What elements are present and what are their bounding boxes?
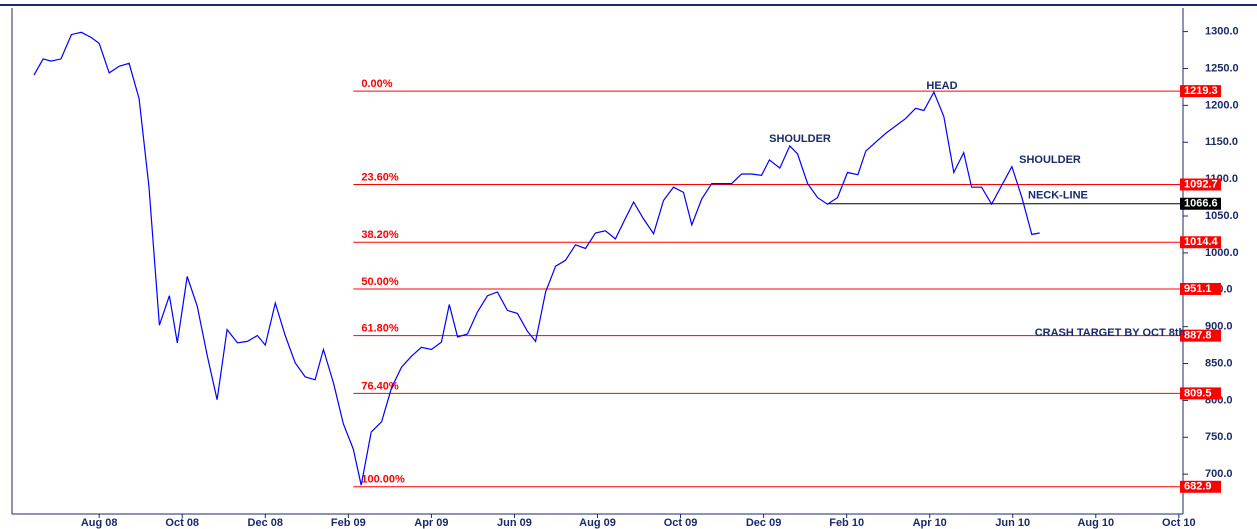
x-tick-label: Aug 09 <box>579 517 616 529</box>
fib-value: 887.8 <box>1184 330 1212 342</box>
y-tick-label: 1000.0 <box>1205 247 1239 259</box>
fib-value-box <box>1180 85 1221 98</box>
x-tick-label: Apr 10 <box>913 517 947 529</box>
x-tick-label: Aug 10 <box>1077 517 1114 529</box>
x-tick-label: Apr 09 <box>414 517 448 529</box>
fib-label: 0.00% <box>361 78 392 90</box>
fib-value: 682.9 <box>1184 481 1212 493</box>
fib-label: 38.20% <box>361 229 399 241</box>
fib-value-box <box>1180 480 1221 493</box>
fib-value: 809.5 <box>1184 387 1212 399</box>
y-tick-label: 750.0 <box>1205 431 1233 443</box>
x-tick-label: Feb 09 <box>331 517 366 529</box>
y-tick-label: 850.0 <box>1205 357 1233 369</box>
fib-value: 1014.4 <box>1184 236 1219 248</box>
annotation: SHOULDER <box>1019 154 1081 166</box>
annotation: CRASH TARGET BY OCT 8th <box>1035 327 1186 339</box>
fib-value-box <box>1180 387 1221 400</box>
fib-label: 76.40% <box>361 380 399 392</box>
annotation: HEAD <box>926 80 957 92</box>
x-tick-label: Oct 10 <box>1162 517 1196 529</box>
fib-value-box <box>1180 178 1221 191</box>
y-tick-label: 1300.0 <box>1205 26 1239 38</box>
x-tick-label: Aug 08 <box>81 517 118 529</box>
annotation: SHOULDER <box>769 133 831 145</box>
fib-label: 23.60% <box>361 171 399 183</box>
neckline-label: NECK-LINE <box>1028 190 1088 202</box>
y-tick-label: 700.0 <box>1205 468 1233 480</box>
fib-value-box <box>1180 236 1221 249</box>
x-tick-label: Oct 09 <box>664 517 698 529</box>
fib-value: 951.1 <box>1184 283 1212 295</box>
y-tick-label: 1200.0 <box>1205 99 1239 111</box>
y-tick-label: 900.0 <box>1205 321 1233 333</box>
price-line <box>33 31 1040 486</box>
fib-value: 1092.7 <box>1184 178 1218 190</box>
x-tick-label: Oct 08 <box>165 517 199 529</box>
fib-label: 61.80% <box>361 323 399 335</box>
fib-value-box <box>1180 282 1221 295</box>
y-tick-label: 1150.0 <box>1205 136 1238 148</box>
x-tick-label: Jun 10 <box>995 517 1030 529</box>
neckline-value: 1066.6 <box>1184 198 1218 210</box>
x-tick-label: Jun 09 <box>497 517 532 529</box>
fib-label: 50.00% <box>361 276 399 288</box>
x-tick-label: Feb 10 <box>829 517 864 529</box>
x-tick-label: Dec 09 <box>746 517 781 529</box>
neckline-value-box <box>1180 197 1221 210</box>
fib-value: 1219.3 <box>1184 85 1218 97</box>
y-tick-label: 1250.0 <box>1205 62 1239 74</box>
x-tick-label: Dec 08 <box>248 517 283 529</box>
fib-label: 100.00% <box>361 474 405 486</box>
y-tick-label: 1050.0 <box>1205 210 1239 222</box>
fib-value-box <box>1180 329 1221 342</box>
